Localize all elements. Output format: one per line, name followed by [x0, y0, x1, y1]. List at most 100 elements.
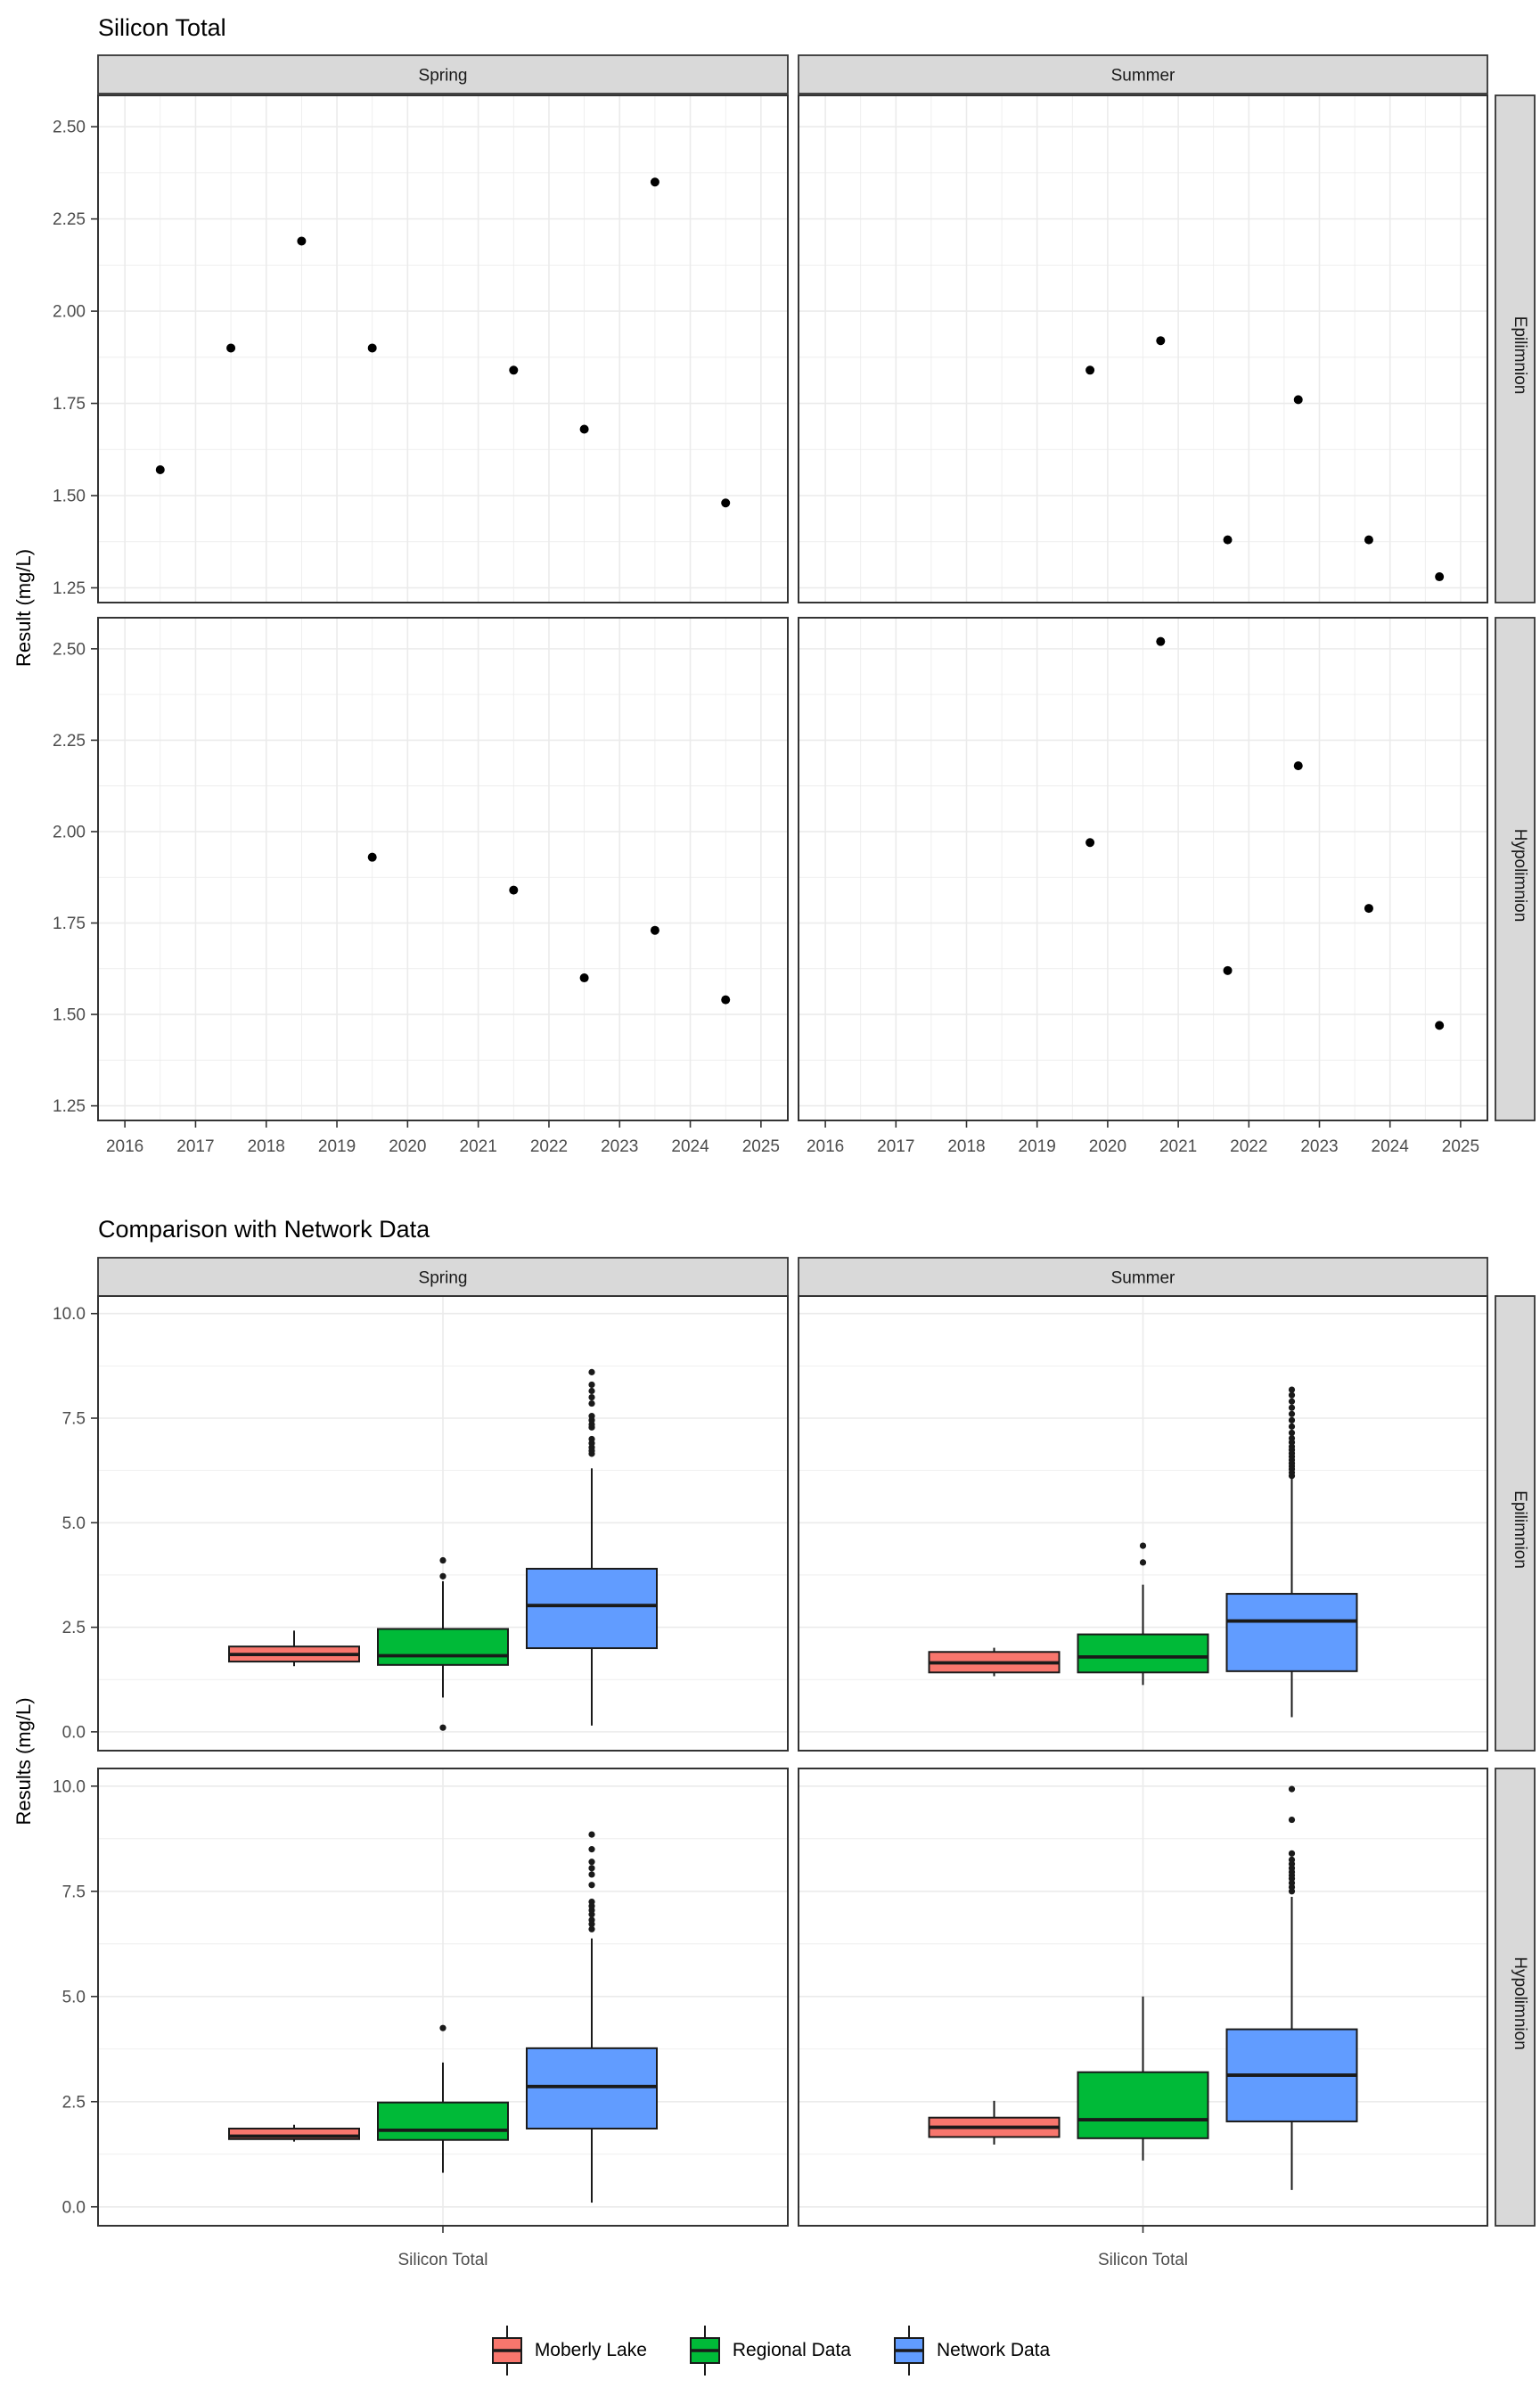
legend: Moberly Lake Regional Data Network Data: [0, 2319, 1540, 2382]
outlier-point: [588, 1368, 595, 1375]
y-axis-tick-label: 2.50: [53, 640, 86, 659]
boxplot-key-icon: [893, 2326, 924, 2375]
outlier-point: [439, 1572, 446, 1580]
data-point: [367, 852, 377, 862]
panel-grid: [799, 618, 1487, 1120]
outlier-point: [1288, 1429, 1296, 1437]
boxplot-moberly-lake: [228, 1630, 360, 1667]
chart2-plot-area: Spring Summer Epilimnion Hypolimnion 0.0 2.5 5…: [53, 1257, 1536, 2269]
outlier-point: [588, 1413, 595, 1420]
y-axis-tick-label: 2.25: [53, 732, 86, 751]
panel-border: [97, 617, 789, 1121]
data-point: [367, 343, 377, 353]
x-axis-category-label: Silicon Total: [1098, 2251, 1188, 2269]
facet-strip-summer: [798, 54, 1488, 94]
box-iqr: [1077, 2071, 1209, 2139]
outlier-point: [1288, 1404, 1296, 1411]
y-axis-tick-label: 0.0: [62, 2198, 86, 2217]
data-point: [579, 973, 589, 983]
outlier-point: [439, 1724, 446, 1731]
outlier-point: [1288, 1423, 1296, 1430]
boxplot-moberly-lake: [928, 1647, 1061, 1677]
x-axis-tick-label: 2023: [601, 1137, 638, 1156]
x-axis-tick-label: 2017: [176, 1137, 214, 1156]
x-axis-tick-label: 2020: [389, 1137, 426, 1156]
y-axis-tick-label: 2.5: [62, 2093, 86, 2112]
data-point: [1223, 965, 1233, 975]
box-iqr: [377, 1628, 509, 1666]
x-axis-tick-label: 2021: [460, 1137, 497, 1156]
outlier-point: [1288, 1391, 1296, 1399]
data-point: [1435, 1021, 1445, 1030]
chart2-title: Comparison with Network Data: [98, 1216, 430, 1243]
panel-border: [798, 617, 1488, 1121]
facet-strip-label: Hypolimnion: [1511, 829, 1529, 923]
y-axis-tick-label: 2.50: [53, 119, 86, 137]
boxplot-regional-data: [1077, 1996, 1209, 2161]
y-axis-tick-label: 10.0: [53, 1777, 86, 1796]
outlier-point: [588, 1846, 595, 1853]
x-axis-tick-label: 2022: [530, 1137, 568, 1156]
chart1-y-axis-title: Result (mg/L): [12, 549, 35, 667]
facet-strip-epilimnion: [1495, 94, 1536, 603]
facet-strip-label: Spring: [419, 67, 468, 86]
x-axis-tick-label: 2020: [1089, 1137, 1126, 1156]
outlier-point: [1288, 1410, 1296, 1417]
boxplot-regional-data: [1077, 1542, 1209, 1686]
boxplot-regional-data: [377, 1556, 509, 1731]
facet-panel-summer-hypolimnion: [798, 617, 1488, 1121]
boxplot-moberly-lake: [928, 2100, 1061, 2145]
y-axis-tick-label: 1.25: [53, 1097, 86, 1116]
data-point: [1435, 572, 1445, 582]
facet-panel-spring-epilimnion: [97, 94, 789, 603]
outlier-point: [1288, 1398, 1296, 1405]
panel-grid: [799, 95, 1487, 603]
y-axis-tick-label: 1.50: [53, 487, 86, 505]
data-point: [509, 365, 519, 375]
outlier-point: [439, 2024, 446, 2031]
outlier-point: [588, 1925, 595, 1932]
panel-grid: [98, 618, 788, 1120]
facet-strip-spring: [97, 54, 789, 94]
outlier-point: [1288, 1785, 1296, 1793]
data-point: [1156, 336, 1166, 346]
data-point: [1293, 395, 1303, 405]
boxplot-network-data: [1225, 1785, 1358, 2190]
y-axis-tick-label: 1.25: [53, 579, 86, 598]
y-axis-tick-label: 7.5: [62, 1410, 86, 1429]
legend-label: Regional Data: [732, 2340, 851, 2360]
box-iqr: [1077, 1633, 1209, 1674]
outlier-point: [439, 1556, 446, 1564]
y-axis-tick-label: 1.75: [53, 915, 86, 933]
facet-strip-label: Summer: [1111, 67, 1175, 86]
legend-label: Network Data: [936, 2340, 1051, 2360]
data-point: [721, 498, 731, 508]
outlier-point: [588, 1859, 595, 1866]
chart2-y-axis-title: Results (mg/L): [12, 1697, 35, 1825]
x-axis-tick-label: 2021: [1159, 1137, 1197, 1156]
box-iqr: [526, 2047, 658, 2129]
facet-strip-epilimnion: [1495, 1295, 1536, 1752]
x-axis-tick-label: 2024: [671, 1137, 709, 1156]
x-axis-tick-label: 2023: [1300, 1137, 1338, 1156]
data-point: [297, 236, 307, 246]
y-axis-tick-label: 5.0: [62, 1988, 86, 2006]
facet-panel-summer-epilimnion: [798, 1295, 1488, 1752]
data-point: [1293, 761, 1303, 771]
y-axis-tick-label: 0.0: [62, 1723, 86, 1742]
panel-border: [97, 94, 789, 603]
facet-strip-hypolimnion: [1495, 617, 1536, 1121]
outlier-point: [588, 1882, 595, 1889]
silicon-total-scatter-chart: Silicon Total Result (mg/L) Spring Summer…: [12, 14, 1536, 1156]
boxplot-regional-data: [377, 2024, 509, 2173]
outlier-point: [1288, 1816, 1296, 1824]
boxplot-network-data: [526, 1368, 658, 1726]
outlier-point: [588, 1387, 595, 1395]
boxplot-network-data: [526, 1831, 658, 2203]
y-axis-tick-label: 2.5: [62, 1619, 86, 1637]
outlier-point: [588, 1399, 595, 1407]
chart1-plot-area: Spring Summer Epilimnion Hypolimnion 1.25 1.5…: [53, 54, 1536, 1156]
panel-border: [798, 94, 1488, 603]
outlier-point: [588, 1899, 595, 1906]
